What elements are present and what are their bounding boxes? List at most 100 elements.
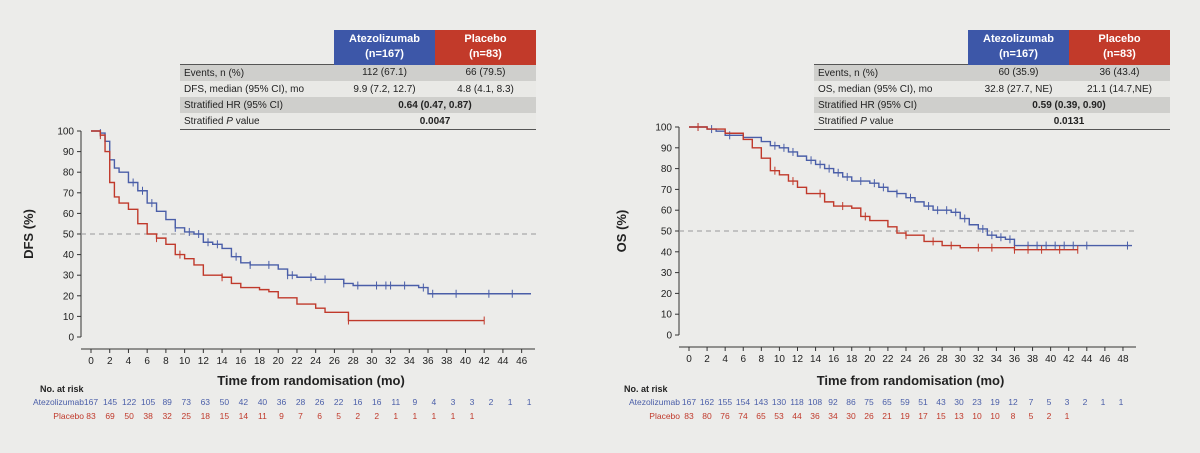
x-tick-label: 36 [422, 356, 434, 367]
x-tick-label: 46 [1099, 354, 1111, 365]
risk-count-placebo: 15 [220, 411, 230, 421]
risk-count-placebo: 2 [374, 411, 379, 421]
risk-count-atezolizumab: 36 [277, 397, 287, 407]
risk-count-placebo: 36 [810, 411, 820, 421]
x-tick-label: 34 [991, 354, 1003, 365]
x-axis-title: Time from randomisation (mo) [217, 373, 405, 388]
risk-count-atezolizumab: 3 [1065, 397, 1070, 407]
risk-count-atezolizumab: 40 [258, 397, 268, 407]
risk-count-placebo: 44 [792, 411, 802, 421]
events-atezolizumab: 60 (35.9) [968, 64, 1069, 81]
arm1-n: (n=167) [999, 48, 1038, 61]
risk-count-atezolizumab: 73 [182, 397, 192, 407]
x-tick-label: 18 [846, 354, 858, 365]
km-curve-atezolizumab [91, 130, 531, 295]
risk-count-atezolizumab: 167 [682, 397, 696, 407]
risk-table-header: No. at risk [624, 384, 669, 394]
arm2-name: Placebo [1098, 33, 1141, 46]
risk-count-placebo: 65 [756, 411, 766, 421]
y-tick-label: 60 [63, 209, 75, 220]
x-tick-label: 0 [686, 354, 692, 365]
risk-count-placebo: 80 [702, 411, 712, 421]
risk-count-placebo: 17 [918, 411, 928, 421]
x-tick-label: 2 [704, 354, 710, 365]
risk-count-placebo: 9 [279, 411, 284, 421]
x-tick-label: 20 [273, 356, 285, 367]
y-tick-label: 40 [661, 247, 673, 258]
x-tick-label: 24 [900, 354, 912, 365]
risk-count-placebo: 34 [828, 411, 838, 421]
x-tick-label: 42 [1063, 354, 1075, 365]
risk-count-atezolizumab: 5 [1047, 397, 1052, 407]
x-tick-label: 44 [1081, 354, 1093, 365]
y-tick-label: 90 [63, 147, 75, 158]
risk-count-placebo: 15 [936, 411, 946, 421]
median-placebo: 21.1 (14.7,NE) [1069, 81, 1170, 97]
risk-count-placebo: 18 [201, 411, 211, 421]
x-tick-label: 0 [88, 356, 94, 367]
atezolizumab-header: Atezolizumab (n=167) [334, 30, 435, 65]
x-axis-title: Time from randomisation (mo) [817, 373, 1005, 388]
risk-count-placebo: 1 [1065, 411, 1070, 421]
x-tick-label: 40 [1045, 354, 1057, 365]
risk-label-atezolizumab: Atezolizumab [629, 397, 680, 407]
x-tick-label: 4 [126, 356, 132, 367]
arm1-name: Atezolizumab [349, 33, 420, 46]
median-label: DFS, median (95% CI), mo [180, 81, 334, 97]
dfs-panel: Atezolizumab (n=167) Placebo (n=83) Even… [21, 30, 537, 421]
x-tick-label: 48 [1117, 354, 1129, 365]
x-tick-label: 18 [254, 356, 266, 367]
risk-count-atezolizumab: 86 [846, 397, 856, 407]
x-tick-label: 20 [864, 354, 876, 365]
p-value: 0.0131 [968, 113, 1170, 130]
x-tick-label: 24 [310, 356, 322, 367]
x-tick-label: 22 [291, 356, 303, 367]
risk-table-header: No. at risk [40, 384, 85, 394]
risk-count-placebo: 1 [432, 411, 437, 421]
risk-count-placebo: 50 [124, 411, 134, 421]
risk-count-atezolizumab: 65 [882, 397, 892, 407]
y-tick-label: 30 [63, 271, 75, 282]
p-value-label: Stratified P value [180, 113, 334, 130]
risk-count-atezolizumab: 11 [391, 397, 400, 407]
x-tick-label: 6 [740, 354, 746, 365]
x-tick-label: 14 [810, 354, 822, 365]
risk-count-placebo: 26 [864, 411, 874, 421]
p-value-label: Stratified P value [814, 113, 968, 130]
x-tick-label: 12 [792, 354, 804, 365]
risk-count-atezolizumab: 30 [954, 397, 964, 407]
risk-count-placebo: 1 [393, 411, 398, 421]
risk-count-atezolizumab: 1 [508, 397, 513, 407]
risk-count-placebo: 2 [355, 411, 360, 421]
x-tick-label: 16 [828, 354, 840, 365]
risk-count-atezolizumab: 22 [334, 397, 344, 407]
risk-count-placebo: 6 [317, 411, 322, 421]
risk-count-placebo: 76 [720, 411, 730, 421]
x-tick-label: 30 [955, 354, 967, 365]
x-tick-label: 12 [198, 356, 210, 367]
hr-value: 0.64 (0.47, 0.87) [334, 97, 536, 113]
arm2-n: (n=83) [469, 48, 502, 61]
y-tick-label: 100 [57, 127, 74, 138]
risk-count-atezolizumab: 28 [296, 397, 306, 407]
x-tick-label: 14 [217, 356, 229, 367]
risk-count-atezolizumab: 1 [527, 397, 532, 407]
y-tick-label: 20 [63, 291, 75, 302]
events-label: Events, n (%) [180, 64, 334, 81]
risk-count-placebo: 21 [882, 411, 892, 421]
os-summary-table: Atezolizumab (n=167) Placebo (n=83) Even… [814, 30, 1170, 130]
risk-label-placebo: Placebo [649, 411, 680, 421]
x-tick-label: 38 [1027, 354, 1039, 365]
risk-count-placebo: 10 [972, 411, 982, 421]
y-tick-label: 30 [661, 268, 673, 279]
risk-count-atezolizumab: 51 [918, 397, 928, 407]
risk-count-atezolizumab: 89 [162, 397, 172, 407]
risk-count-atezolizumab: 12 [1008, 397, 1018, 407]
risk-count-atezolizumab: 50 [220, 397, 230, 407]
y-tick-label: 90 [661, 143, 673, 154]
risk-count-atezolizumab: 145 [103, 397, 117, 407]
x-tick-label: 4 [722, 354, 728, 365]
risk-count-placebo: 11 [258, 411, 267, 421]
risk-count-atezolizumab: 7 [1029, 397, 1034, 407]
